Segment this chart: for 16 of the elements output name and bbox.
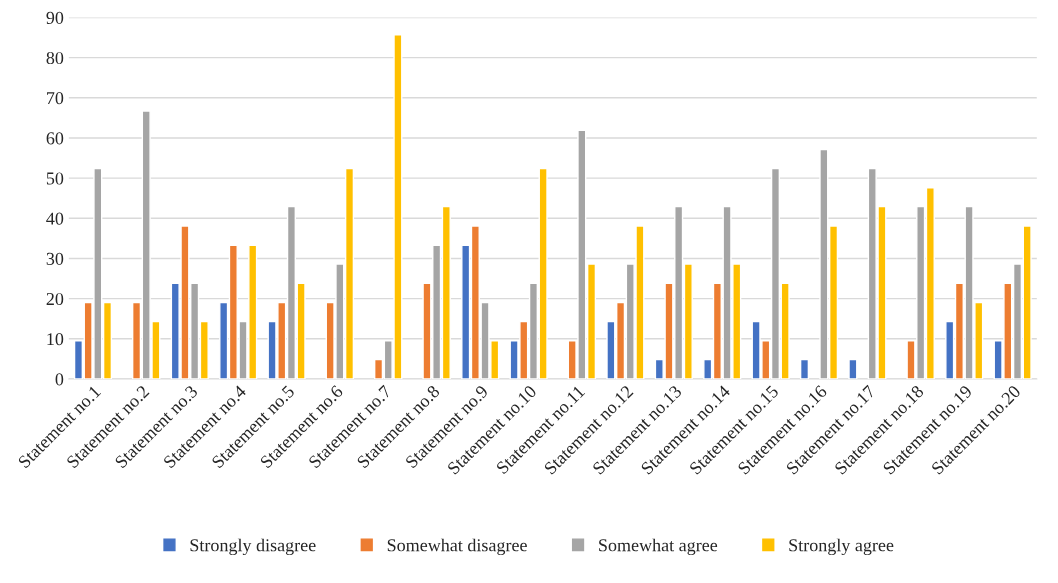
y-tick-label: 40 xyxy=(46,212,64,225)
legend-label: Strongly disagree xyxy=(190,538,316,556)
y-tick-label: 80 xyxy=(46,51,64,65)
bar xyxy=(799,358,810,379)
y-tick-label: 30 xyxy=(46,252,64,265)
legend-label: Somewhat disagree xyxy=(387,538,527,556)
y-tick-label: 60 xyxy=(46,132,64,145)
y-tick-label: 10 xyxy=(47,333,64,346)
y-tick-label: 50 xyxy=(46,172,64,185)
y-tick-label: 0 xyxy=(55,373,64,386)
bar xyxy=(848,358,858,379)
legend-label: Somewhat agree xyxy=(599,538,718,556)
y-tick-label: 20 xyxy=(46,292,64,306)
legend-label: Strongly agree xyxy=(789,538,894,556)
y-tick-label: 90 xyxy=(46,11,64,24)
y-tick-label: 70 xyxy=(47,92,64,105)
